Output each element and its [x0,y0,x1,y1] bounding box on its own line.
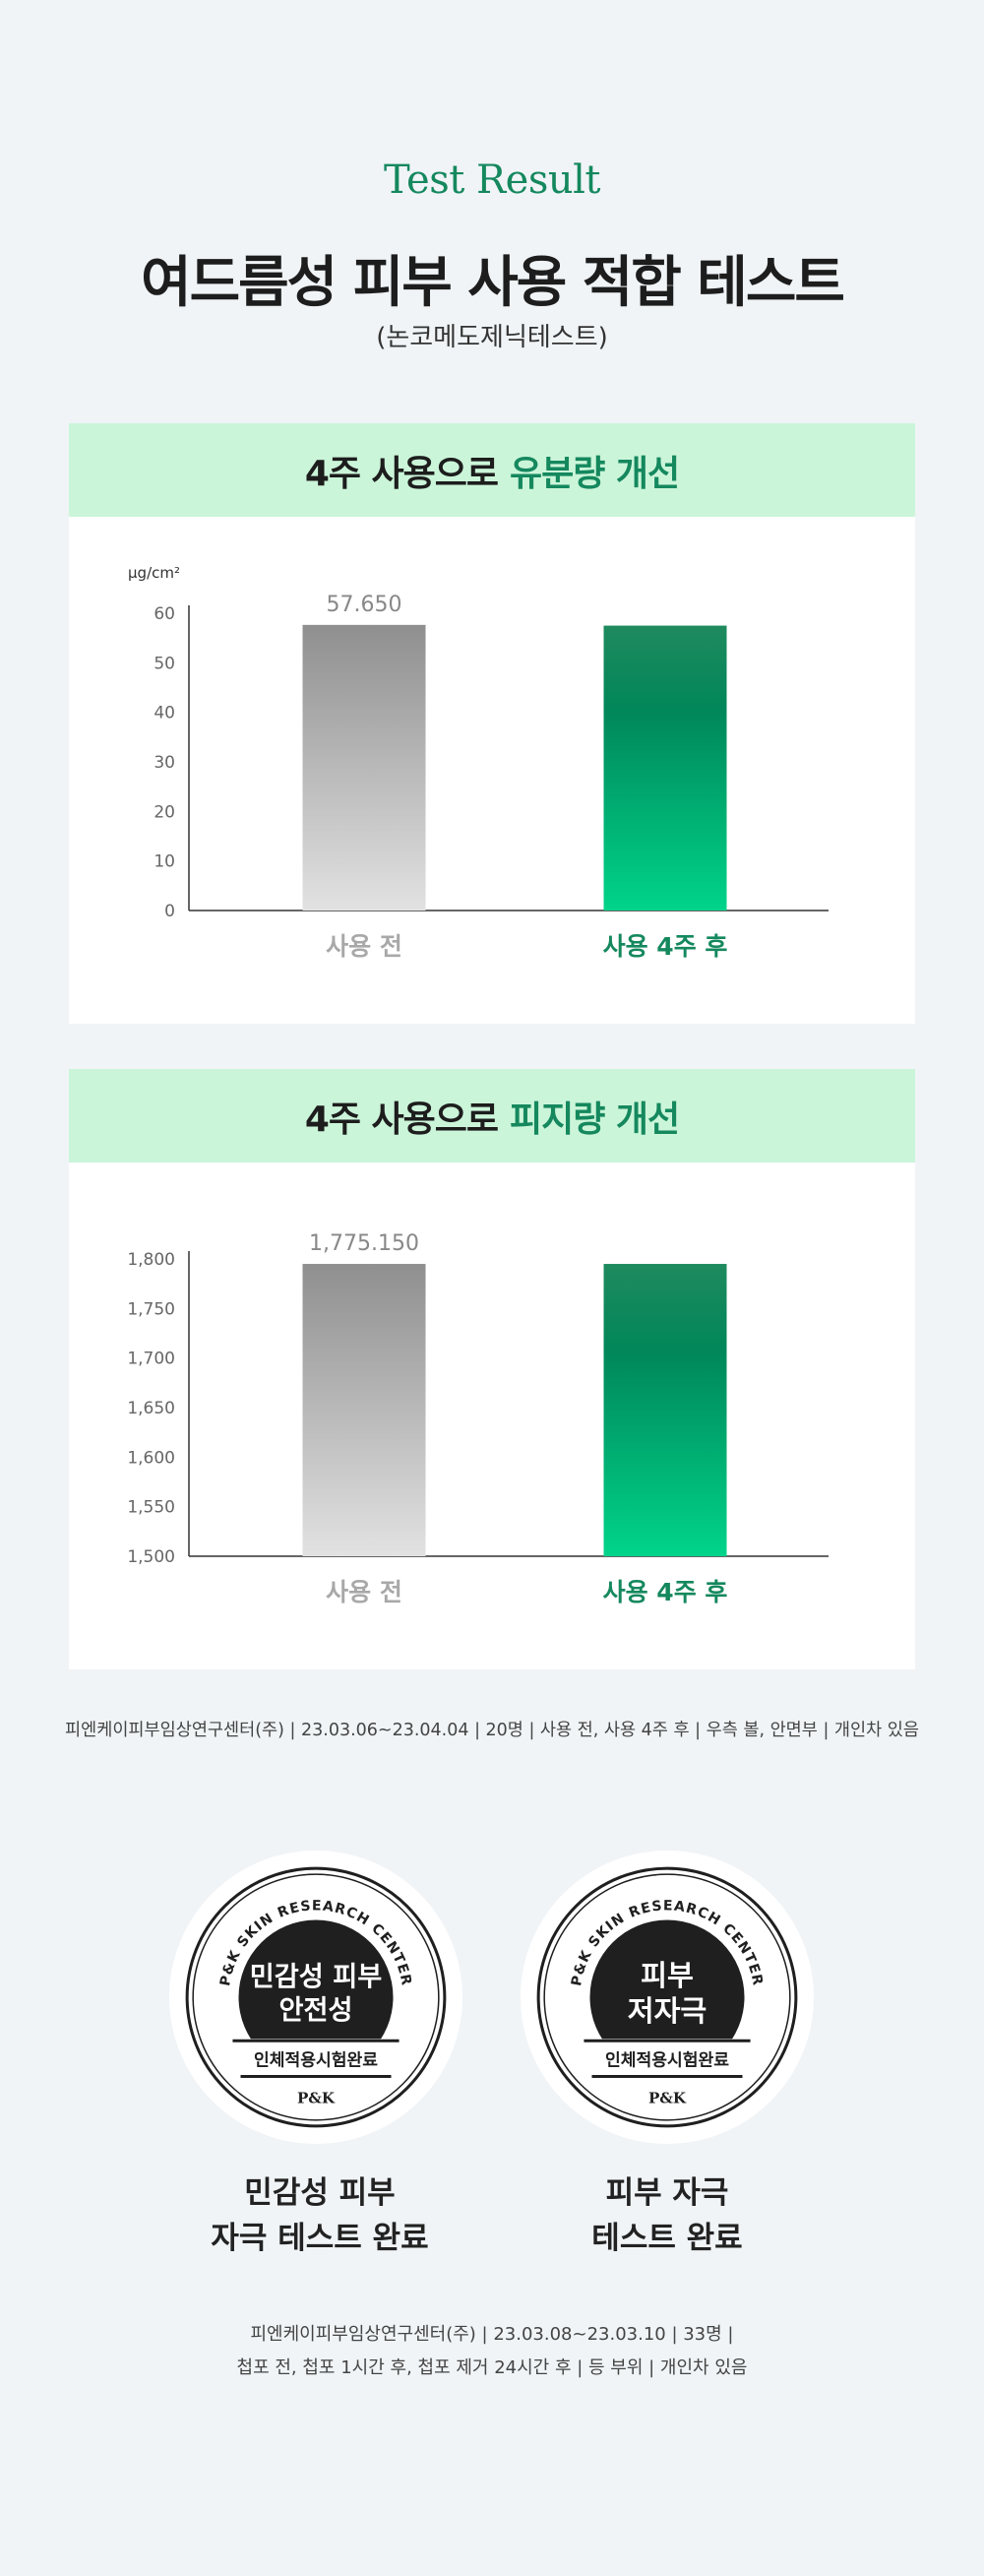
y-axis-unit: µg/cm² [128,564,180,582]
bar-before-use [302,624,426,911]
y-tick-label: 20 [154,802,175,822]
caption-line-2: 테스트 완료 [591,2221,743,2256]
seal-logo-text: P&K [297,2090,336,2107]
low-irritation-certification-seal: P&K SKIN RESEARCH CENTER 피부 저자극 인체적용시험완료… [521,1851,814,2144]
eyebrow-title: Test Result [383,157,601,203]
y-tick-label: 1,650 [127,1399,175,1418]
y-tick-label: 1,750 [127,1299,175,1319]
test-source-note: 피엔케이피부임상연구센터(주) | 23.03.06~23.04.04 | 20… [65,1721,919,1740]
sensitive-skin-certification-seal: P&K SKIN RESEARCH CENTER 민감성 피부 안전성 인체적용… [169,1851,462,2144]
seal-center-line-2: 저자극 [628,1994,707,2028]
category-label-before: 사용 전 [326,932,402,961]
y-tick-label: 0 [164,902,175,921]
sebum-chart-header: 4주 사용으로 피지량 개선 [69,1069,915,1162]
sebum-chart-title-highlight: 피지량 개선 [510,1099,680,1140]
seal-center-line-1: 피부 [641,1959,694,1992]
bar-before-use [302,1264,426,1556]
seal-logo-text: P&K [648,2090,687,2107]
page-subtitle: (논코메도제닉테스트) [376,323,608,352]
y-tick-label: 1,600 [127,1448,175,1468]
sensitive-skin-caption: 민감성 피부 자극 테스트 완료 [123,2170,517,2261]
y-tick-label: 1,800 [127,1250,175,1270]
seal-band-text: 인체적용시험완료 [254,2049,378,2070]
low-irritation-caption: 피부 자극 테스트 완료 [470,2170,864,2261]
caption-line-1: 피부 자극 [605,2175,729,2211]
sebum-chart-card: 4주 사용으로 피지량 개선 1,500 1,550 1,600 1,650 1,700… [69,1069,915,1669]
y-tick-label: 1,550 [127,1498,175,1518]
category-label-after: 사용 4주 후 [603,932,728,961]
sebum-chart: 1,500 1,550 1,600 1,650 1,700 1,750 1,800 1,775… [127,1231,829,1606]
y-tick-label: 60 [154,604,175,624]
note-line-2: 첩포 전, 첩포 1시간 후, 첩포 제거 24시간 후 | 등 부위 | 개인… [236,2357,748,2378]
category-label-before: 사용 전 [326,1578,402,1606]
caption-line-2: 자극 테스트 완료 [211,2221,429,2256]
seal-center-line-1: 민감성 피부 [250,1962,382,1992]
oil-chart-header: 4주 사용으로 유분량 개선 [69,423,915,517]
oil-chart-title: 4주 사용으로 [304,453,499,494]
y-tick-label: 10 [154,852,175,872]
caption-line-1: 민감성 피부 [244,2175,396,2211]
y-tick-label: 50 [154,654,175,673]
category-label-after: 사용 4주 후 [603,1578,728,1606]
patch-test-source-note: 피엔케이피부임상연구센터(주) | 23.03.08~23.03.10 | 33… [0,2318,984,2385]
y-tick-label: 1,700 [127,1350,175,1369]
y-tick-label: 1,500 [127,1547,175,1567]
y-tick-label: 40 [154,704,175,723]
oil-chart-card: 4주 사용으로 유분량 개선 µg/cm² 0 10 20 30 40 50 60 57.65… [69,423,915,1024]
bar-after-4-weeks [603,625,727,911]
oil-chart: µg/cm² 0 10 20 30 40 50 60 57.650 사용 전 사용 4주 후 [128,564,829,961]
bar-data-label: 57.650 [327,593,402,617]
y-tick-label: 30 [154,753,175,773]
page-title: 여드름성 피부 사용 적합 테스트 [141,251,845,315]
bar-data-label: 1,775.150 [309,1231,419,1256]
note-line-1: 피엔케이피부임상연구센터(주) | 23.03.08~23.03.10 | 33… [250,2324,734,2345]
seal-center-line-2: 안전성 [279,1995,353,2026]
oil-chart-title-highlight: 유분량 개선 [510,453,680,494]
sebum-chart-title: 4주 사용으로 [304,1099,499,1140]
bar-after-4-weeks [603,1264,727,1556]
seal-band-text: 인체적용시험완료 [605,2049,729,2070]
